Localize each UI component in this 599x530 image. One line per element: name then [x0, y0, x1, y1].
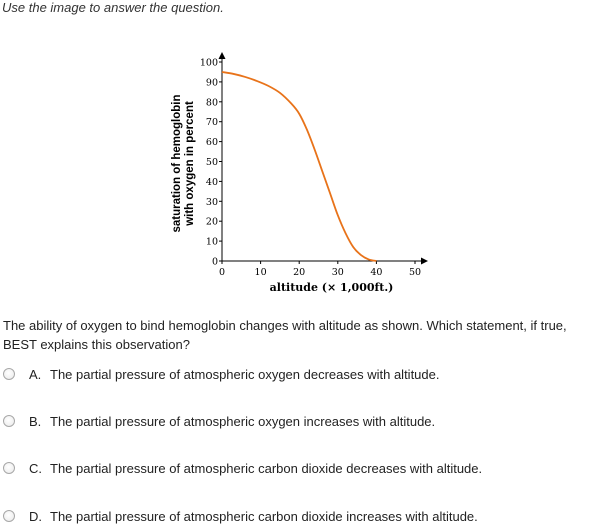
oxygen-saturation-chart: 0 10 20 30 40 50 60 70 80 90 100 0 10 20 30 40 50 altit… [171, 52, 428, 294]
y-axis-ticks: 0 10 20 30 40 50 60 70 80 90 100 [200, 58, 222, 268]
option-b[interactable]: B. The partial pressure of atmospheric o… [0, 410, 435, 432]
x-axis-arrow [421, 257, 428, 265]
option-a[interactable]: A. The partial pressure of atmospheric o… [0, 363, 439, 385]
radio-button-d[interactable] [3, 510, 15, 522]
option-text: The partial pressure of atmospheric carb… [50, 508, 478, 524]
y-tick-label: 30 [206, 197, 218, 208]
y-tick-label: 90 [206, 77, 218, 88]
option-letter: C. [29, 460, 42, 476]
y-axis-arrow [218, 52, 226, 59]
x-tick-label: 20 [293, 267, 305, 278]
x-tick-label: 0 [219, 267, 225, 278]
y-tick-label: 10 [206, 237, 218, 248]
x-axis-ticks: 0 10 20 30 40 50 [219, 261, 421, 278]
option-text: The partial pressure of atmospheric carb… [50, 460, 483, 476]
y-axis-label-line1: saturation of hemoglobin [171, 95, 183, 233]
y-tick-label: 100 [200, 58, 218, 69]
y-axis-label-line2: with oxygen in percent [184, 101, 196, 227]
x-tick-label: 40 [370, 267, 382, 278]
question-text: The ability of oxygen to bind hemoglobin… [3, 318, 567, 352]
y-tick-label: 50 [206, 157, 218, 168]
option-letter: B. [29, 413, 42, 429]
instruction-text: Use the image to answer the question. [2, 0, 224, 15]
option-letter: D. [29, 508, 42, 524]
x-tick-label: 10 [255, 267, 267, 278]
y-tick-label: 80 [206, 97, 218, 108]
option-c[interactable]: C. The partial pressure of atmospheric c… [0, 457, 482, 479]
option-d[interactable]: D. The partial pressure of atmospheric c… [0, 505, 478, 527]
x-tick-label: 50 [409, 267, 421, 278]
radio-button-a[interactable] [3, 368, 15, 380]
radio-button-c[interactable] [3, 462, 15, 474]
y-tick-label: 40 [206, 177, 218, 188]
y-tick-label: 60 [206, 137, 218, 148]
option-text: The partial pressure of atmospheric oxyg… [50, 366, 440, 382]
option-letter: A. [29, 366, 42, 382]
radio-button-b[interactable] [3, 415, 15, 427]
saturation-curve [221, 71, 377, 262]
option-text: The partial pressure of atmospheric oxyg… [50, 413, 436, 429]
x-tick-label: 30 [332, 267, 344, 278]
x-axis-label: altitude (× 1,000ft.) [270, 281, 394, 294]
y-tick-label: 0 [212, 257, 218, 268]
y-tick-label: 20 [206, 217, 218, 228]
y-tick-label: 70 [206, 117, 218, 128]
chart-axes [218, 52, 428, 265]
